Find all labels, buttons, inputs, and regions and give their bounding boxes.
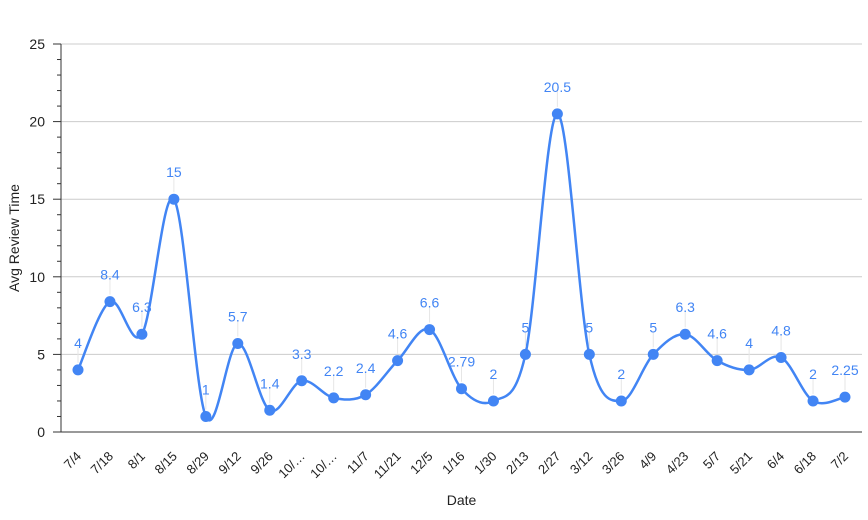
y-tick-label: 5 (37, 346, 45, 362)
x-tick-label: 1/30 (471, 449, 500, 478)
data-point (839, 391, 851, 403)
y-tick-label: 20 (29, 114, 45, 130)
data-label: 1 (202, 381, 210, 397)
x-tick-label: 6/4 (764, 449, 787, 472)
data-point (360, 389, 372, 401)
data-point (551, 108, 563, 120)
data-point (647, 348, 659, 360)
data-point (200, 410, 212, 422)
x-tick-label: 7/2 (828, 449, 851, 472)
grid-lines (61, 43, 862, 355)
x-axis-title: Date (447, 492, 477, 508)
x-tick-label: 10/… (275, 449, 308, 482)
data-point (104, 296, 116, 308)
x-tick-label: 4/9 (636, 449, 659, 472)
y-tick-label: 0 (37, 424, 45, 440)
data-label: 5 (522, 319, 530, 335)
data-point (583, 348, 595, 360)
y-tick-label: 10 (29, 269, 45, 285)
data-point (136, 328, 148, 340)
x-tick-label: 7/18 (88, 449, 117, 478)
data-point (807, 395, 819, 407)
x-tick-label: 2/27 (535, 449, 564, 478)
data-label: 4 (745, 335, 753, 351)
data-label: 2 (490, 366, 498, 382)
y-tick-label: 15 (29, 191, 45, 207)
data-label: 2.4 (356, 360, 376, 376)
x-tick-label: 5/21 (727, 449, 756, 478)
data-point (679, 328, 691, 340)
data-label: 2.25 (831, 362, 858, 378)
x-tick-label: 8/29 (183, 449, 212, 478)
data-point (168, 193, 180, 205)
series-area: 4 8.4 6.3 15 1 5.7 1.4 3.3 2.2 2.4 4.6 6.6 2.79 2 5 20.… (72, 79, 859, 422)
data-point (424, 324, 436, 336)
x-tick-label: 11/7 (344, 449, 372, 477)
data-label: 3.3 (292, 346, 312, 362)
x-tick-label: 2/13 (503, 449, 532, 478)
data-label: 1.4 (260, 375, 280, 391)
data-point (456, 383, 467, 395)
x-tick-label: 7/4 (61, 449, 84, 472)
data-label: 2.2 (324, 363, 344, 379)
x-axis: 7/4 7/18 8/1 8/15 8/29 9/12 9/26 10/… 10/… 11/7 11… (61, 431, 862, 482)
data-label: 4.6 (707, 326, 727, 342)
data-label: 4.6 (388, 326, 408, 342)
data-label: 6.3 (675, 299, 695, 315)
data-point (775, 352, 787, 364)
data-point (615, 395, 627, 407)
x-tick-label: 6/18 (791, 449, 820, 478)
x-tick-label: 3/26 (599, 449, 628, 478)
x-tick-label: 5/7 (700, 449, 723, 472)
data-label: 4.8 (771, 323, 791, 339)
data-point (392, 355, 404, 367)
x-tick-label: 8/1 (125, 449, 148, 472)
data-label: 2.79 (448, 354, 475, 370)
data-point (328, 392, 340, 404)
y-tick-label: 25 (29, 36, 45, 52)
x-tick-label: 10/… (307, 449, 340, 482)
data-label: 15 (166, 164, 182, 180)
x-tick-label: 1/16 (439, 449, 468, 478)
series-line (76, 112, 846, 422)
data-point (711, 355, 723, 367)
data-point (264, 404, 276, 416)
data-label: 2 (809, 366, 817, 382)
x-tick-label: 9/12 (215, 449, 244, 478)
x-tick-label: 4/23 (663, 449, 692, 478)
x-tick-label: 12/5 (407, 449, 436, 478)
y-axis: 0 5 10 15 20 25 (29, 36, 62, 440)
y-axis-title: Avg Review Time (6, 184, 22, 292)
data-label: 5 (585, 319, 593, 335)
data-label: 20.5 (544, 79, 571, 95)
data-point (487, 395, 499, 407)
data-label: 4 (74, 335, 82, 351)
data-point (519, 348, 531, 360)
x-tick-label: 3/12 (567, 449, 596, 478)
data-label: 2 (617, 366, 625, 382)
data-label: 6.6 (420, 295, 440, 311)
x-tick-label: 11/21 (371, 449, 404, 482)
data-label: 5 (649, 319, 657, 335)
data-point (232, 338, 244, 350)
data-label: 5.7 (228, 309, 248, 325)
x-tick-label: 8/15 (151, 449, 180, 478)
data-point (743, 364, 755, 376)
data-label: 8.4 (100, 267, 120, 283)
x-tick-label: 9/26 (247, 449, 276, 478)
data-label: 6.3 (132, 299, 152, 315)
data-point (72, 364, 84, 376)
data-point (296, 375, 308, 387)
